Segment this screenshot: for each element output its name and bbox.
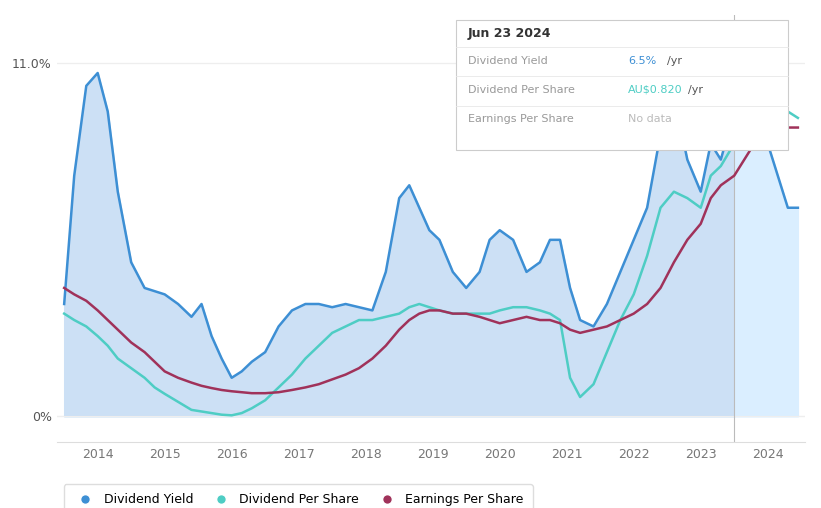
Text: Jun 23 2024: Jun 23 2024	[468, 26, 552, 40]
Text: Past: Past	[740, 70, 764, 83]
Text: Earnings Per Share: Earnings Per Share	[468, 114, 574, 124]
Text: /yr: /yr	[688, 85, 703, 95]
Text: No data: No data	[628, 114, 672, 124]
Text: AU$0.820: AU$0.820	[628, 85, 683, 95]
Legend: Dividend Yield, Dividend Per Share, Earnings Per Share: Dividend Yield, Dividend Per Share, Earn…	[64, 484, 533, 508]
Text: /yr: /yr	[667, 55, 682, 66]
Text: Dividend Per Share: Dividend Per Share	[468, 85, 575, 95]
Text: Dividend Yield: Dividend Yield	[468, 55, 548, 66]
Text: 6.5%: 6.5%	[628, 55, 656, 66]
